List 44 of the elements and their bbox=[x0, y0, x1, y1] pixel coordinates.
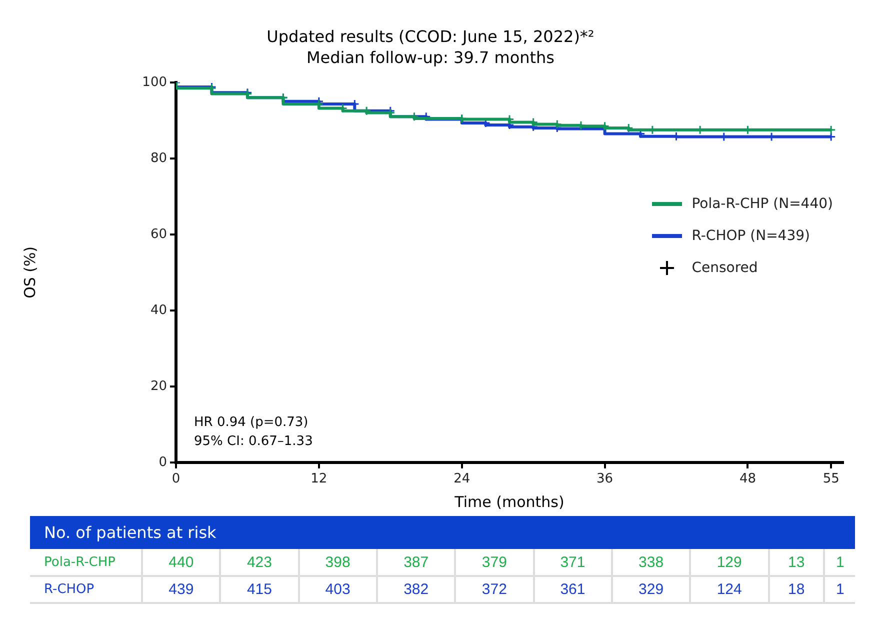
x-axis-title: Time (months) bbox=[454, 492, 564, 511]
text: No. of patients at risk bbox=[30, 516, 855, 549]
legend-label: R-CHOP (N=439) bbox=[692, 228, 810, 244]
text: 371 bbox=[534, 549, 612, 576]
text: 379 bbox=[455, 549, 534, 576]
y-tick-label: 0 bbox=[158, 454, 167, 470]
y-tick-label: 80 bbox=[150, 150, 167, 166]
text: 398 bbox=[298, 549, 377, 576]
annotation: 95% CI: 0.67–1.33 bbox=[194, 434, 313, 449]
y-tick-label: 40 bbox=[150, 302, 167, 318]
y-tick-label: 100 bbox=[142, 74, 167, 90]
text: 329 bbox=[612, 576, 690, 603]
text: 129 bbox=[690, 549, 768, 576]
category-label: R-CHOP bbox=[43, 581, 96, 599]
chart-subtitle: Median follow-up: 39.7 months bbox=[306, 48, 554, 67]
annotation: HR 0.94 (p=0.73) bbox=[194, 414, 308, 430]
text: 18 bbox=[768, 576, 824, 603]
x-tick-label: 12 bbox=[310, 472, 328, 487]
text: 423 bbox=[220, 549, 299, 576]
text: 415 bbox=[220, 576, 299, 603]
text: 1 bbox=[824, 576, 855, 603]
category-label: Pola-R-CHP bbox=[43, 554, 116, 572]
y-tick-label: 60 bbox=[150, 226, 167, 242]
text: 387 bbox=[376, 549, 456, 576]
text: 361 bbox=[534, 576, 612, 603]
y-tick-label: 20 bbox=[150, 378, 167, 394]
text: 338 bbox=[612, 549, 690, 576]
text: 1 bbox=[824, 549, 855, 576]
x-tick-label: 48 bbox=[739, 472, 756, 487]
text: 124 bbox=[690, 576, 768, 603]
text: 403 bbox=[298, 576, 377, 603]
text: 382 bbox=[376, 576, 456, 603]
text: 372 bbox=[455, 576, 534, 603]
x-tick-label: 36 bbox=[596, 472, 614, 487]
legend-label: Pola-R-CHP (N=440) bbox=[692, 196, 833, 212]
chart-title: Updated results (CCOD: June 15, 2022)*² bbox=[266, 26, 594, 46]
text: 439 bbox=[142, 576, 220, 603]
x-tick-label: 24 bbox=[454, 472, 470, 487]
annotation: Censored bbox=[692, 260, 758, 276]
y-axis-title: OS (%) bbox=[20, 246, 39, 298]
text: 13 bbox=[768, 549, 824, 576]
x-tick-label: 0 bbox=[172, 472, 180, 487]
x-tick-label: 55 bbox=[822, 472, 840, 487]
text: 440 bbox=[142, 549, 220, 576]
